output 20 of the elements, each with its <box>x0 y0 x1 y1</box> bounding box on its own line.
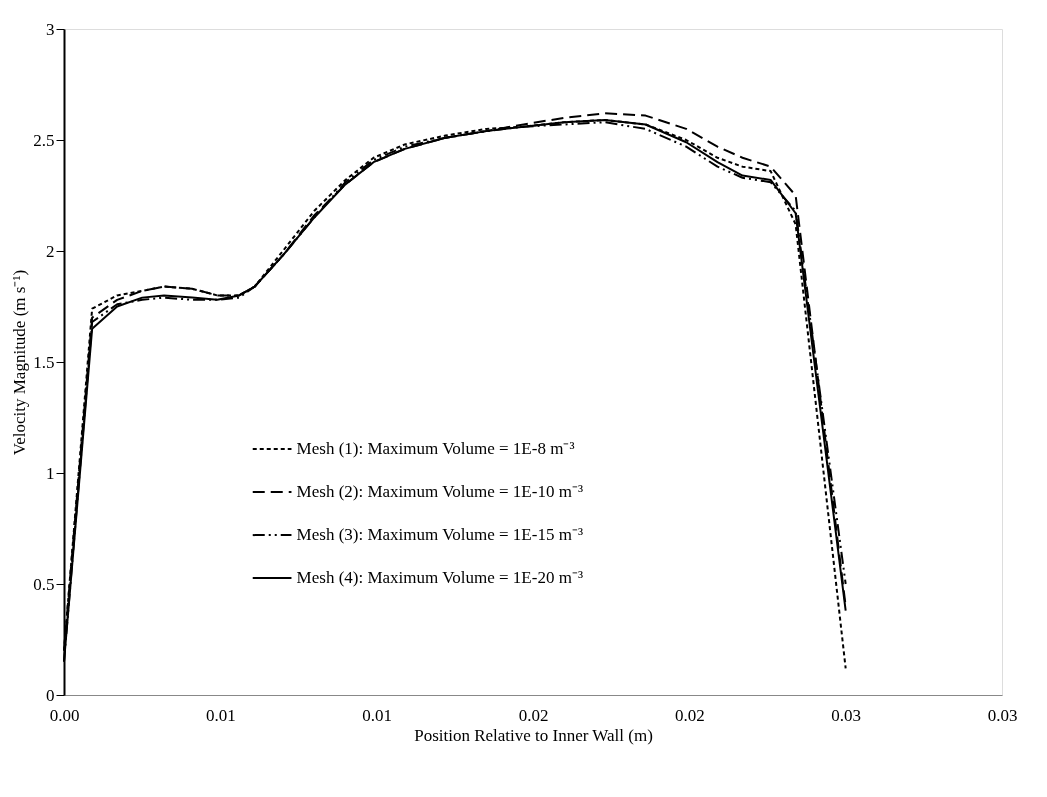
x-axis-title: Position Relative to Inner Wall (m) <box>414 725 653 745</box>
legend-label: Mesh (4): Maximum Volume = 1E-20 m⁻³ <box>296 568 583 588</box>
x-tick-label: 0.02 <box>674 705 705 725</box>
legend-label: Mesh (3): Maximum Volume = 1E-15 m⁻³ <box>296 525 583 545</box>
x-tick-label: 0.01 <box>205 705 236 725</box>
x-tick-label: 0.00 <box>49 705 80 725</box>
y-tick-label: 3 <box>46 19 55 39</box>
y-axis-title: Velocity Magnitude (m s⁻¹) <box>10 269 30 456</box>
x-tick-label: 0.03 <box>987 705 1018 725</box>
y-tick-label: 0 <box>46 685 55 705</box>
legend-label: Mesh (2): Maximum Volume = 1E-10 m⁻³ <box>296 482 583 502</box>
y-tick-label: 1 <box>46 463 55 483</box>
y-tick-label: 1.5 <box>33 352 55 372</box>
x-tick-label: 0.03 <box>831 705 862 725</box>
legend-label: Mesh (1): Maximum Volume = 1E-8 m⁻³ <box>296 439 575 459</box>
y-tick-label: 0.5 <box>33 574 55 594</box>
y-tick-label: 2 <box>46 241 55 261</box>
x-tick-label: 0.02 <box>518 705 549 725</box>
y-tick-label: 2.5 <box>33 130 55 150</box>
x-tick-label: 0.01 <box>362 705 393 725</box>
